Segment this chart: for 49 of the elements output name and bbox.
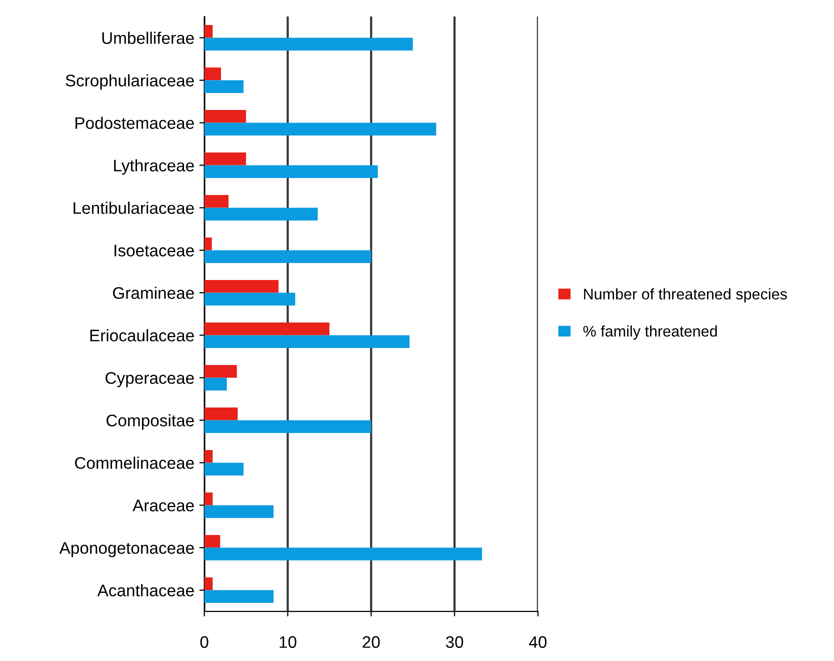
bar — [204, 492, 213, 506]
y-tick-label: Aponogetonaceae — [59, 542, 194, 558]
bar — [204, 80, 244, 94]
y-tick-label: Cyperaceae — [106, 372, 194, 388]
bar — [204, 590, 274, 603]
bar — [204, 122, 436, 136]
bar — [204, 208, 318, 220]
bar — [204, 534, 220, 548]
bar — [204, 577, 213, 590]
legend-label: Number of threatened species — [584, 288, 787, 303]
y-tick-label: Lythraceae — [114, 159, 194, 175]
bar — [204, 250, 372, 263]
bar — [204, 237, 212, 250]
y-tick-label: Scrophulariaceae — [66, 74, 194, 90]
bar — [204, 110, 246, 123]
y-tick-label: Commelinaceae — [75, 456, 194, 469]
y-tick-label: Gramineae — [113, 286, 194, 299]
y-tick-label: Podostemaceae — [76, 116, 194, 129]
x-tick-label: 10 — [280, 636, 296, 648]
bar — [204, 462, 244, 476]
bar — [204, 280, 279, 293]
bar — [204, 378, 227, 390]
bar — [204, 25, 213, 38]
bar — [204, 505, 274, 518]
y-tick-label: Eriocaulaceae — [90, 329, 194, 342]
bar — [204, 292, 296, 306]
bar — [204, 152, 246, 166]
y-tick-label: Isoetaceae — [114, 244, 194, 256]
bar — [204, 322, 330, 336]
y-tick-label: Compositae — [106, 414, 194, 430]
bar — [204, 165, 378, 178]
x-tick-label: 30 — [446, 636, 464, 648]
bar — [204, 335, 410, 348]
y-tick-label: Acanthaceae — [97, 584, 194, 596]
x-tick-label: 20 — [362, 636, 380, 648]
bar — [204, 364, 237, 378]
y-tick-label: Umbelliferae — [102, 32, 194, 44]
legend-label: % family threatened — [583, 325, 717, 340]
bar — [204, 194, 229, 208]
bar — [204, 38, 413, 51]
y-tick-label: Lentibulariaceae — [74, 202, 194, 214]
bar — [204, 450, 213, 463]
bar — [204, 548, 482, 560]
bar — [204, 68, 222, 80]
bar — [204, 407, 238, 420]
x-tick-label: 0 — [200, 636, 208, 648]
y-tick-label: Araceae — [132, 500, 194, 512]
x-tick-label: 40 — [529, 636, 547, 648]
bar — [204, 420, 372, 433]
